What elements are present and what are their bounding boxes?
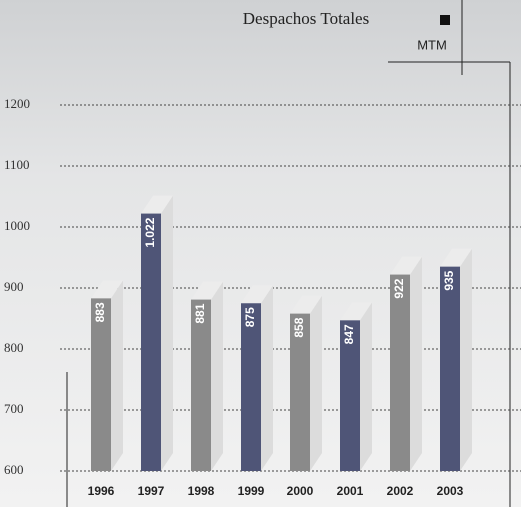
bar-side	[410, 256, 422, 471]
x-tick-label: 1997	[138, 484, 165, 498]
unit-label: MTM	[417, 37, 447, 52]
value-label: 1.022	[143, 217, 157, 247]
legend-swatch	[440, 15, 450, 25]
y-tick-label: 1000	[4, 218, 30, 233]
value-label: 881	[193, 303, 207, 323]
bar-top	[340, 302, 372, 321]
bar-top	[290, 295, 322, 314]
value-label: 922	[392, 278, 406, 298]
value-label: 935	[442, 270, 456, 290]
x-tick-label: 1999	[238, 484, 265, 498]
bar-side	[211, 281, 223, 471]
y-tick-label: 800	[4, 340, 24, 355]
bar	[440, 266, 460, 471]
value-label: 858	[292, 317, 306, 337]
legend-label: Despachos Totales	[243, 9, 369, 28]
y-tick-label: 700	[4, 401, 24, 416]
y-tick-label: 600	[4, 462, 24, 477]
bar-top	[141, 195, 173, 214]
bar	[390, 274, 410, 471]
y-tick-label: 900	[4, 279, 24, 294]
bar	[241, 303, 261, 471]
bar	[191, 299, 211, 471]
bar-top	[390, 256, 422, 275]
bar-top	[241, 285, 273, 304]
bar	[290, 313, 310, 471]
bar	[91, 298, 111, 471]
x-tick-label: 2003	[437, 484, 464, 498]
bar-top	[91, 280, 123, 299]
bar-side	[261, 285, 273, 471]
value-label: 847	[342, 324, 356, 344]
x-tick-label: 1996	[88, 484, 115, 498]
bar	[141, 213, 161, 471]
x-tick-label: 2001	[337, 484, 364, 498]
bar-side	[360, 302, 372, 471]
y-tick-label: 1100	[4, 157, 30, 172]
bar-side	[310, 295, 322, 471]
bar-side	[161, 195, 173, 471]
bar-side	[111, 280, 123, 471]
x-tick-label: 2002	[387, 484, 414, 498]
y-tick-label: 1200	[4, 96, 30, 111]
bar-top	[440, 248, 472, 267]
value-label: 883	[93, 302, 107, 322]
value-label: 875	[243, 307, 257, 327]
x-tick-label: 1998	[188, 484, 215, 498]
x-tick-label: 2000	[287, 484, 314, 498]
bar-side	[460, 248, 472, 471]
bar-top	[191, 281, 223, 300]
bar	[340, 320, 360, 471]
